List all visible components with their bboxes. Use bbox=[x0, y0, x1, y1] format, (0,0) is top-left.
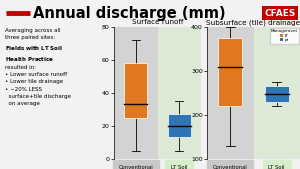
Bar bbox=[218, 38, 242, 106]
Text: CFAES: CFAES bbox=[264, 8, 296, 18]
Text: Averaging across all
three paired sites:
$\bf{Fields\ with\ LT\ Soil}$
$\bf{Heal: Averaging across all three paired sites:… bbox=[4, 28, 70, 106]
Text: Annual discharge (mm): Annual discharge (mm) bbox=[33, 6, 226, 20]
Bar bbox=[124, 63, 147, 118]
Bar bbox=[158, 27, 201, 159]
Bar bbox=[265, 86, 289, 102]
Title: Surface runoff: Surface runoff bbox=[132, 19, 183, 25]
Title: Subsurface (tile) drainage: Subsurface (tile) drainage bbox=[206, 19, 300, 26]
Legend: LT, pr: LT, pr bbox=[269, 28, 299, 44]
Bar bbox=[207, 27, 253, 159]
Bar bbox=[114, 27, 158, 159]
Bar bbox=[168, 114, 190, 137]
Bar bbox=[254, 27, 300, 159]
